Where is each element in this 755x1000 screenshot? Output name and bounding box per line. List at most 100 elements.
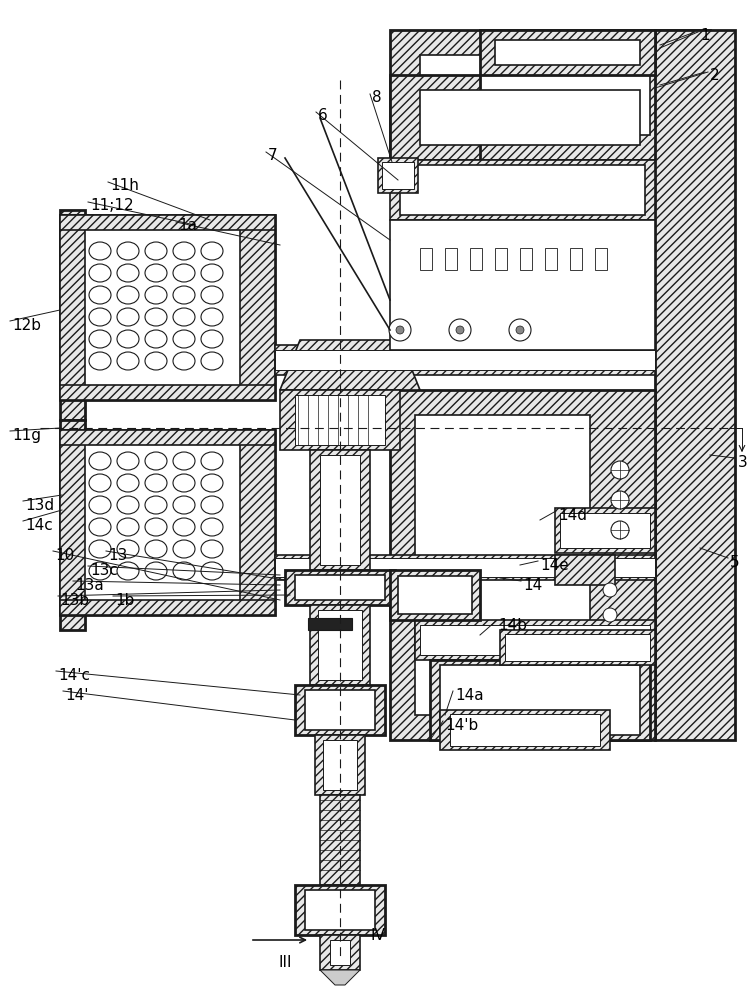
Bar [310,450,370,570]
Bar [440,665,640,735]
Bar [295,685,385,735]
Bar [275,555,655,580]
Bar [495,248,507,270]
Text: 10: 10 [55,548,74,563]
Text: 2: 2 [710,68,720,83]
Bar [415,620,655,660]
Bar [60,210,85,420]
Text: 11;12: 11;12 [90,198,134,213]
Bar [240,215,275,400]
Text: 14a: 14a [455,688,484,703]
Bar [378,158,418,193]
Bar [60,600,275,615]
Bar [560,513,650,548]
Bar [480,30,655,75]
Circle shape [516,326,524,334]
Text: 12b: 12b [12,318,41,333]
Text: IV: IV [370,928,385,943]
Bar [320,795,360,885]
Text: 3: 3 [738,455,747,470]
Bar [60,215,85,400]
Bar [420,55,650,135]
Bar [295,885,385,935]
Bar [280,390,400,450]
Bar [555,555,615,585]
Bar [595,248,607,270]
Text: 13d: 13d [25,498,54,513]
Bar [570,248,582,270]
Bar [400,165,645,215]
Text: 13: 13 [108,548,128,563]
Text: 14d: 14d [558,508,587,523]
Bar [390,30,710,160]
Bar [60,420,85,630]
Bar [470,248,482,270]
Bar [450,714,600,746]
Text: 14'b: 14'b [445,718,478,733]
Bar [495,40,640,65]
Bar [445,248,457,270]
Bar [318,610,362,680]
Bar [60,385,275,400]
Bar [295,575,385,600]
Text: 7: 7 [268,148,278,163]
Bar [323,740,357,790]
Circle shape [456,326,464,334]
Polygon shape [280,340,420,390]
Bar [330,940,350,965]
Bar [520,248,532,270]
Text: 1a: 1a [178,218,197,233]
Bar [390,570,480,620]
Bar [390,220,655,350]
Bar [545,248,557,270]
Text: 14b: 14b [498,618,527,633]
Bar [390,75,480,160]
Circle shape [396,326,404,334]
Text: 1: 1 [700,28,710,43]
Bar [275,345,655,375]
Bar [390,390,655,740]
Bar [398,576,472,614]
Circle shape [449,319,471,341]
Circle shape [603,583,617,597]
Circle shape [603,608,617,622]
Text: 5: 5 [730,555,740,570]
Text: 8: 8 [372,90,381,105]
Bar [60,430,85,615]
Bar [440,710,610,750]
Bar [420,625,650,655]
Bar [420,248,432,270]
Bar [320,935,360,970]
Text: III: III [278,955,291,970]
Circle shape [509,319,531,341]
Bar [305,690,375,730]
Bar [275,558,655,577]
Bar [60,430,275,445]
Bar [275,350,655,370]
Text: 6: 6 [318,108,328,123]
Bar [430,660,650,740]
Bar [420,90,640,145]
Bar [320,455,360,565]
Circle shape [611,521,629,539]
Bar [60,215,275,400]
Circle shape [611,491,629,509]
Text: 14: 14 [523,578,542,593]
Circle shape [389,319,411,341]
Polygon shape [320,970,360,985]
Bar [500,630,655,665]
Text: 14'c: 14'c [58,668,90,683]
Bar [285,570,395,605]
Bar [382,162,414,189]
Text: 1b: 1b [115,593,134,608]
Text: 14c: 14c [25,518,53,533]
Bar [295,395,385,445]
Bar [390,160,655,220]
Text: 13b: 13b [60,593,89,608]
Bar [60,430,275,615]
Bar [315,735,365,795]
Bar [415,415,590,715]
Bar [308,618,352,630]
Text: 13c: 13c [90,563,118,578]
Circle shape [611,461,629,479]
